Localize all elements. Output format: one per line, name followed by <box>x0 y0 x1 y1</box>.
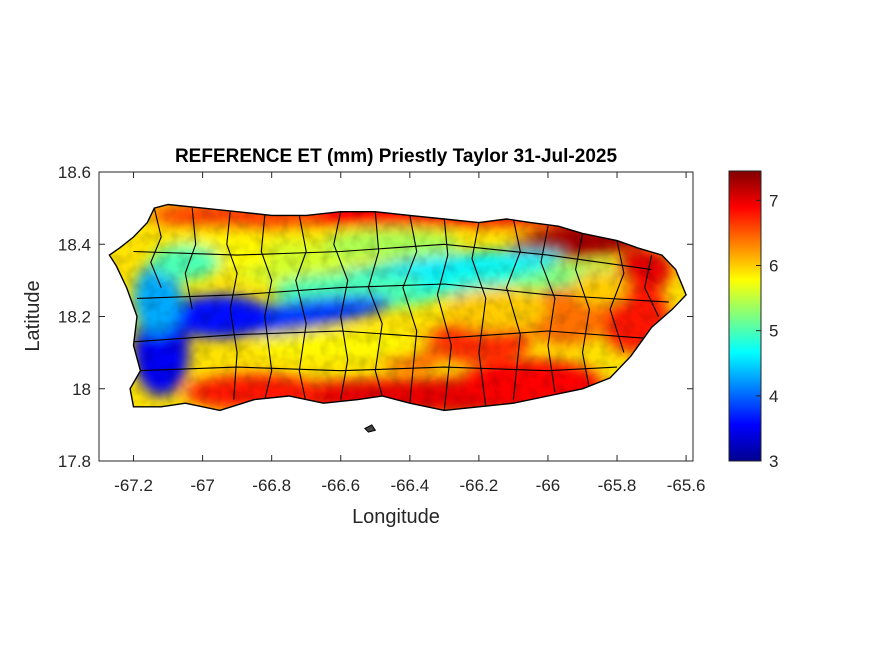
colorbar-tick-label: 7 <box>769 191 778 210</box>
chart-title: REFERENCE ET (mm) Priestly Taylor 31-Jul… <box>175 146 617 167</box>
municipality-border <box>644 254 659 317</box>
colorbar-tick-label: 4 <box>769 387 778 406</box>
x-tick-label: -66.6 <box>321 476 360 495</box>
field-texture <box>109 204 687 411</box>
y-tick-label: 18 <box>72 380 91 399</box>
municipality-borders <box>133 207 669 411</box>
municipality-border <box>133 330 645 343</box>
x-tick-label: -66.4 <box>390 476 429 495</box>
y-tick-label: 18.2 <box>58 308 91 327</box>
municipality-border <box>260 215 273 400</box>
y-axis-label: Latitude <box>22 280 44 351</box>
municipality-border <box>136 366 618 372</box>
y-tick-label: 18.6 <box>58 163 91 182</box>
et-heatmap-field <box>109 204 687 411</box>
municipality-border <box>295 215 307 404</box>
x-tick-label: -66 <box>536 476 561 495</box>
municipality-border <box>136 283 669 303</box>
caja-de-muertos-island <box>364 424 377 433</box>
y-tick-label: 17.8 <box>58 452 91 471</box>
x-tick-label: -65.6 <box>667 476 706 495</box>
municipality-border <box>333 211 349 400</box>
x-tick-label: -65.8 <box>598 476 637 495</box>
colorbar-tick-label: 5 <box>769 322 778 341</box>
colorbar-ticks: 3 4 5 6 7 <box>756 191 778 471</box>
municipality-border <box>575 233 590 389</box>
municipality-border <box>402 215 418 404</box>
x-tick-label: -67 <box>190 476 215 495</box>
municipality-border <box>609 240 625 353</box>
municipality-border <box>471 222 487 407</box>
y-axis-ticks: 17.8 18 18.2 18.4 18.6 <box>58 163 693 471</box>
colorbar <box>728 170 762 462</box>
municipality-border <box>150 207 162 288</box>
municipality-border <box>367 211 383 397</box>
y-tick-label: 18.4 <box>58 235 91 254</box>
x-tick-label: -66.8 <box>252 476 291 495</box>
x-tick-label: -66.2 <box>460 476 499 495</box>
island-coastline <box>108 203 687 412</box>
colorbar-tick-label: 6 <box>769 256 778 275</box>
municipality-border <box>505 218 521 400</box>
municipality-border <box>226 211 238 400</box>
municipality-border <box>184 208 197 310</box>
municipality-border <box>133 243 652 271</box>
x-axis-ticks: -67.2 -67 -66.8 -66.6 -66.4 -66.2 -66 -65.8 -65.… <box>114 172 705 495</box>
municipality-border <box>540 226 556 393</box>
x-tick-label: -67.2 <box>114 476 153 495</box>
x-axis-label: Longitude <box>352 506 440 528</box>
colorbar-tick-label: 3 <box>769 452 778 471</box>
